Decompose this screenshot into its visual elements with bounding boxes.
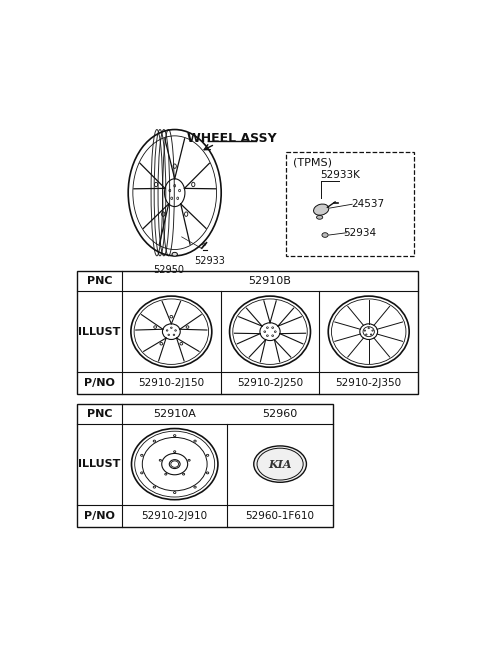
Text: 52910-2J350: 52910-2J350: [336, 379, 402, 388]
Text: P/NO: P/NO: [84, 379, 115, 388]
Text: 52910A: 52910A: [153, 409, 196, 419]
Text: (TPMS): (TPMS): [292, 157, 332, 168]
Text: 52910-2J150: 52910-2J150: [138, 379, 204, 388]
Text: 52960-1F610: 52960-1F610: [246, 510, 314, 521]
Bar: [77, 403, 333, 527]
Text: 52910B: 52910B: [249, 276, 291, 286]
Ellipse shape: [322, 233, 328, 237]
Text: PNC: PNC: [87, 409, 112, 419]
Text: 52960: 52960: [263, 409, 298, 419]
Text: PNC: PNC: [87, 276, 112, 286]
Text: 52910-2J250: 52910-2J250: [237, 379, 303, 388]
Bar: [286, 152, 414, 256]
Text: ILLUST: ILLUST: [78, 459, 120, 469]
Text: 52910-2J910: 52910-2J910: [142, 510, 208, 521]
Ellipse shape: [254, 446, 306, 482]
Text: 52933K: 52933K: [321, 170, 360, 180]
Ellipse shape: [172, 253, 178, 256]
Text: KIA: KIA: [268, 459, 292, 470]
Text: 52934: 52934: [343, 228, 376, 237]
Text: ILLUST: ILLUST: [78, 327, 120, 337]
Text: P/NO: P/NO: [84, 510, 115, 521]
Bar: [77, 271, 418, 394]
Text: 24537: 24537: [351, 199, 384, 209]
Ellipse shape: [203, 243, 206, 245]
Text: 52950: 52950: [153, 265, 184, 275]
Ellipse shape: [313, 204, 329, 215]
Text: WHEEL ASSY: WHEEL ASSY: [187, 133, 277, 145]
Ellipse shape: [316, 215, 323, 219]
Text: 52933: 52933: [194, 256, 225, 266]
